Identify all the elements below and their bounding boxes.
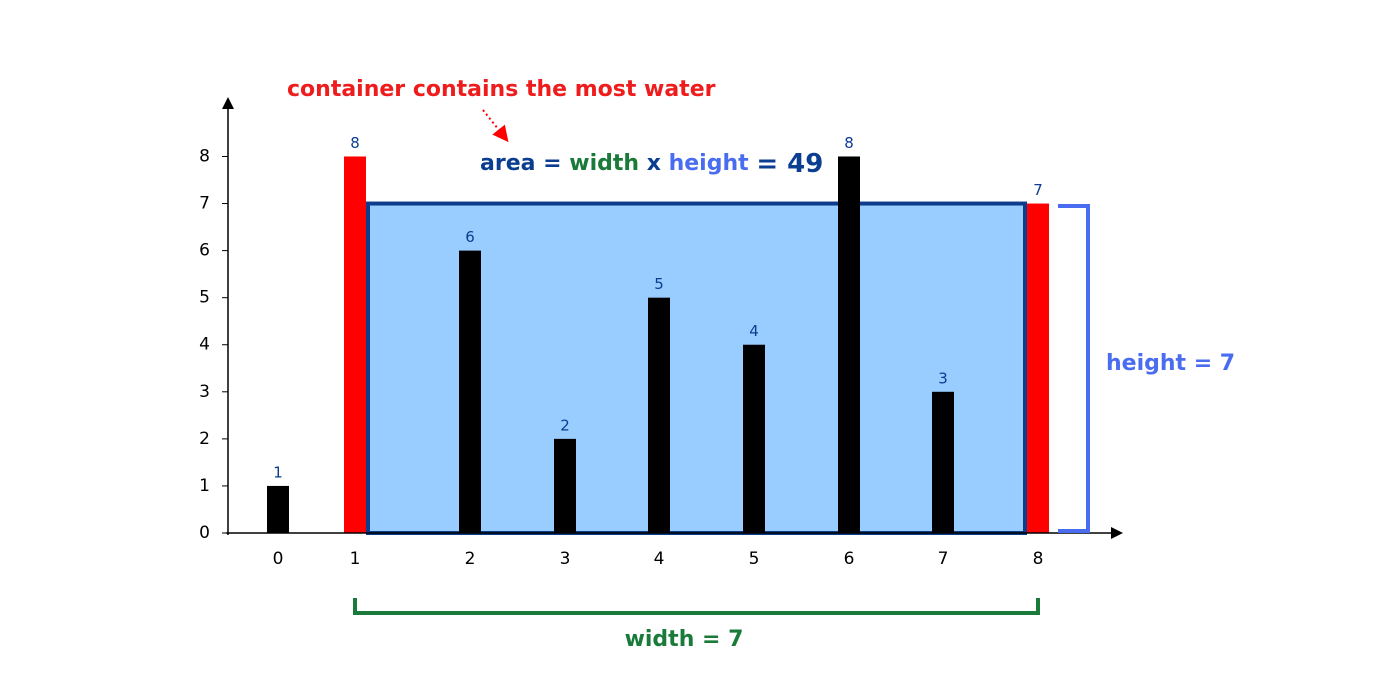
x-tick-label: 4 — [654, 549, 665, 569]
bar — [932, 391, 954, 533]
value-label: 5 — [654, 275, 664, 293]
y-tick-label: 2 — [199, 429, 210, 449]
x-tick-label: 3 — [560, 549, 571, 569]
x-tick-label: 2 — [465, 549, 476, 569]
x-tick-label: 8 — [1033, 549, 1044, 569]
x-tick-label: 5 — [749, 549, 760, 569]
formula: area = width x height = 49 — [480, 149, 823, 179]
y-tick-label: 3 — [199, 382, 210, 402]
x-tick-label: 1 — [350, 549, 361, 569]
y-tick-label: 8 — [199, 146, 210, 166]
height-bracket — [1058, 204, 1090, 533]
y-tick-label: 1 — [199, 476, 210, 496]
bar — [554, 438, 576, 533]
height-label: height = 7 — [1106, 351, 1235, 376]
value-label: 1 — [273, 463, 283, 481]
y-tick-label: 4 — [199, 335, 210, 355]
formula-part: = — [543, 151, 561, 176]
bars — [267, 156, 1049, 534]
formula-part: area — [480, 151, 535, 176]
value-label: 7 — [1033, 181, 1043, 199]
value-label: 2 — [560, 416, 570, 434]
x-tick-label: 6 — [844, 549, 855, 569]
bar — [648, 297, 670, 533]
y-tick-label: 6 — [199, 241, 210, 261]
width-bracket — [353, 598, 1040, 615]
bar — [459, 250, 481, 533]
value-label: 8 — [350, 134, 360, 152]
value-label: 3 — [938, 369, 948, 387]
value-label: 4 — [749, 322, 759, 340]
caption-arrow — [482, 109, 509, 143]
bar — [267, 485, 289, 533]
y-tick-label: 0 — [199, 523, 210, 543]
y-tick-label: 7 — [199, 194, 210, 214]
bar — [1027, 203, 1049, 534]
bar — [838, 156, 860, 533]
formula-part: x — [647, 151, 661, 176]
formula-part: width — [569, 151, 639, 176]
value-label: 6 — [465, 228, 475, 246]
bar — [344, 156, 366, 533]
bar — [743, 344, 765, 533]
value-label: 8 — [844, 134, 854, 152]
y-tick-label: 5 — [199, 288, 210, 308]
width-label: width = 7 — [625, 627, 744, 652]
x-tick-label: 0 — [273, 549, 284, 569]
formula-part: height — [669, 151, 750, 176]
caption: container contains the most water — [287, 77, 716, 102]
x-tick-label: 7 — [938, 549, 949, 569]
formula-part: = 49 — [756, 149, 823, 179]
